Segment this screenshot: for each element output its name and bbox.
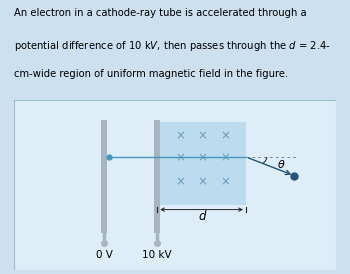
Text: ×: × — [197, 175, 207, 188]
Bar — [157, 122, 246, 205]
Text: ×: × — [175, 129, 185, 142]
Text: ×: × — [220, 175, 230, 188]
Text: ×: × — [220, 151, 230, 164]
Bar — [101, 120, 107, 233]
Text: 10 kV: 10 kV — [142, 250, 172, 259]
Text: ×: × — [220, 129, 230, 142]
Text: ×: × — [175, 175, 185, 188]
Text: ×: × — [197, 129, 207, 142]
Text: 0 V: 0 V — [96, 250, 113, 259]
Text: ×: × — [197, 151, 207, 164]
Text: $d$: $d$ — [198, 209, 207, 223]
Text: ×: × — [175, 151, 185, 164]
Bar — [154, 120, 160, 233]
Text: $\theta$: $\theta$ — [277, 158, 286, 170]
Text: potential difference of 10 k$\mathit{V}$, then passes through the $d$ = 2.4-: potential difference of 10 k$\mathit{V}$… — [14, 39, 331, 53]
Text: cm-wide region of uniform magnetic field in the figure.: cm-wide region of uniform magnetic field… — [14, 69, 288, 79]
Text: An electron in a cathode-ray tube is accelerated through a: An electron in a cathode-ray tube is acc… — [14, 8, 307, 18]
